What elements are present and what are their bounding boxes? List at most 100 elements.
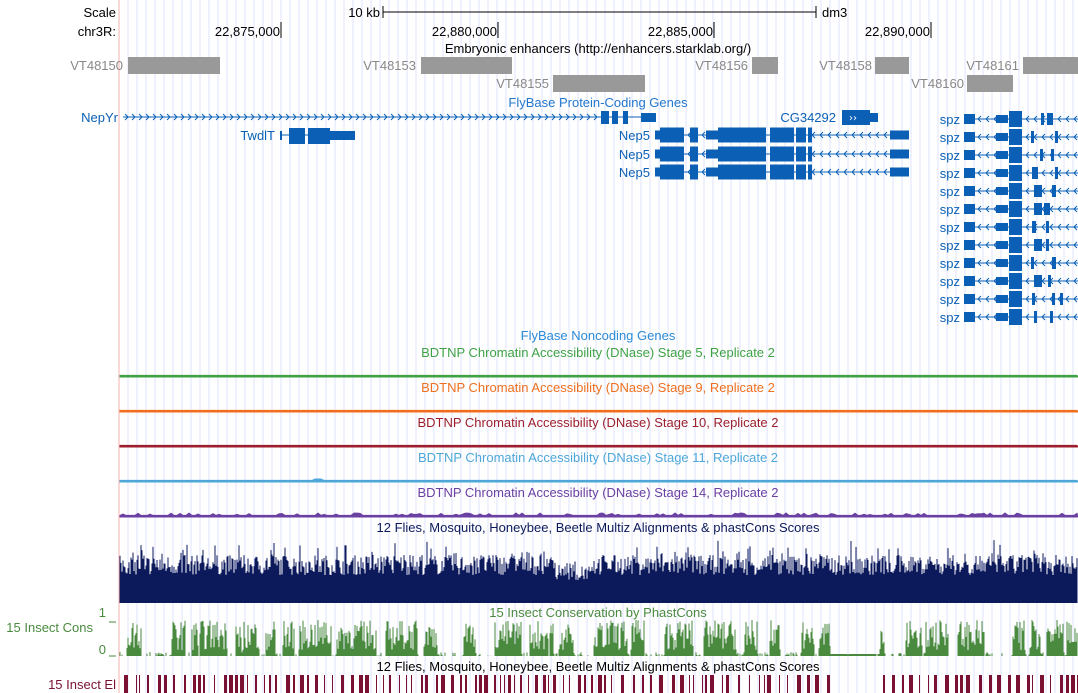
- gene-exon: [623, 111, 628, 124]
- gene-exon: [1055, 167, 1058, 179]
- enhancer-feature[interactable]: [875, 57, 909, 74]
- gene-spz[interactable]: spz: [940, 309, 1078, 325]
- phastcons-track[interactable]: 15 Insect Conservation by PhastCons 15 I…: [6, 605, 1078, 657]
- enhancer-item[interactable]: VT48158: [819, 57, 909, 74]
- protein-coding-genes-track[interactable]: FlyBase Protein-Coding Genes NepYr TwdlT…: [81, 95, 1078, 325]
- gene-spz[interactable]: spz: [940, 183, 1078, 199]
- strand-arrows: [124, 113, 598, 121]
- gene-label: spz: [940, 130, 960, 145]
- position-ticks: 22,875,000 22,880,000 22,885,000 22,890,…: [215, 22, 932, 39]
- gene-utr: [996, 187, 1008, 195]
- gene-exon: [1051, 149, 1054, 161]
- gene-twdlt[interactable]: TwdlT: [240, 128, 355, 144]
- gene-spz[interactable]: spz: [940, 219, 1078, 235]
- gene-spz[interactable]: spz: [940, 111, 1078, 127]
- enhancer-feature[interactable]: [1023, 57, 1078, 74]
- position-label: 22,890,000: [865, 24, 930, 39]
- phastcons-side-label[interactable]: 15 Insect Cons: [6, 620, 93, 635]
- enhancers-track[interactable]: Embryonic enhancers (http://enhancers.st…: [70, 41, 1078, 92]
- gene-exon: [808, 127, 812, 143]
- enhancer-item[interactable]: VT48161: [966, 57, 1078, 74]
- gene-exon: [718, 146, 766, 162]
- enhancer-feature[interactable]: [128, 57, 220, 74]
- gene-exon: [690, 164, 698, 180]
- gene-utr: [996, 259, 1008, 267]
- gene-label: NepYr: [81, 110, 119, 125]
- gene-spz-group[interactable]: spz spz spz spz spz spz spz spz spz spz …: [940, 111, 1078, 325]
- multiz-track-title: 12 Flies, Mosquito, Honeybee, Beetle Mul…: [377, 520, 820, 535]
- gene-label: spz: [940, 148, 960, 163]
- gene-utr: [655, 149, 660, 159]
- dnase-signal: [119, 409, 1078, 413]
- enhancer-item[interactable]: VT48153: [363, 57, 512, 74]
- gene-nep5[interactable]: Nep5: [619, 127, 909, 144]
- gene-exon: [308, 128, 330, 144]
- enhancer-feature[interactable]: [421, 57, 512, 74]
- enhancer-item[interactable]: VT48156: [695, 57, 778, 74]
- gene-utr: [706, 167, 718, 177]
- gene-cg34292[interactable]: CG34292 ››: [780, 110, 878, 125]
- gene-nep5[interactable]: Nep5: [619, 164, 909, 181]
- conserved-elements-track[interactable]: 12 Flies, Mosquito, Honeybee, Beetle Mul…: [48, 659, 1078, 693]
- gene-spz[interactable]: spz: [940, 147, 1078, 163]
- gene-exon: [796, 127, 806, 143]
- multiz-track[interactable]: 12 Flies, Mosquito, Honeybee, Beetle Mul…: [119, 520, 1078, 603]
- gene-nepyr[interactable]: NepYr: [81, 110, 656, 125]
- dnase-stage10-track[interactable]: BDTNP Chromatin Accessibility (DNase) St…: [119, 415, 1078, 448]
- noncoding-track-title: FlyBase Noncoding Genes: [521, 328, 676, 343]
- gene-exon: [842, 110, 870, 125]
- gene-spz[interactable]: spz: [940, 129, 1078, 145]
- gene-exon: [964, 186, 975, 196]
- gene-exon: [1031, 131, 1034, 143]
- gene-utr: [996, 223, 1008, 231]
- gene-exon: [1032, 167, 1038, 179]
- gene-spz[interactable]: spz: [940, 291, 1078, 307]
- dnase-stage9-track[interactable]: BDTNP Chromatin Accessibility (DNase) St…: [119, 380, 1078, 413]
- enhancer-feature[interactable]: [553, 75, 645, 92]
- dnase-stage11-track[interactable]: BDTNP Chromatin Accessibility (DNase) St…: [119, 450, 1078, 483]
- gene-label: spz: [940, 292, 960, 307]
- enhancer-feature[interactable]: [752, 57, 778, 74]
- gene-exon: [601, 111, 609, 124]
- gene-utr: [890, 167, 909, 177]
- gene-utr: [706, 130, 718, 140]
- enhancer-item[interactable]: VT48150: [70, 57, 220, 74]
- gene-utr: [996, 313, 1008, 321]
- dnase-track-title: BDTNP Chromatin Accessibility (DNase) St…: [417, 415, 778, 430]
- gene-spz[interactable]: spz: [940, 255, 1078, 271]
- base-position-ruler[interactable]: Scale 10 kb dm3 chr3R: 22,875,000 22,880…: [78, 5, 932, 39]
- gene-label: spz: [940, 166, 960, 181]
- gene-exon: [770, 146, 794, 162]
- gene-exon: [1052, 185, 1056, 197]
- dnase-stage14-track[interactable]: BDTNP Chromatin Accessibility (DNase) St…: [119, 485, 1078, 518]
- gene-spz[interactable]: spz: [940, 237, 1078, 253]
- gene-utr: [996, 151, 1008, 159]
- gene-spz[interactable]: spz: [940, 273, 1078, 289]
- gene-utr: [890, 149, 909, 159]
- gene-exon: [964, 132, 975, 142]
- enhancer-item[interactable]: VT48160: [911, 75, 1013, 92]
- noncoding-genes-track[interactable]: FlyBase Noncoding Genes: [521, 328, 676, 343]
- scale-label: Scale: [83, 5, 116, 20]
- enhancer-label: VT48161: [966, 58, 1019, 73]
- gene-spz[interactable]: spz: [940, 201, 1078, 217]
- gene-exon: [1009, 129, 1022, 145]
- enhancer-item[interactable]: VT48155: [496, 75, 645, 92]
- gene-exon: [612, 111, 618, 124]
- dnase-stage5-track[interactable]: BDTNP Chromatin Accessibility (DNase) St…: [119, 345, 1078, 378]
- gene-exon: [1052, 257, 1056, 269]
- gene-exon: [1046, 221, 1049, 233]
- dnase-track-title: BDTNP Chromatin Accessibility (DNase) St…: [421, 345, 775, 360]
- elements-side-label[interactable]: 15 Insect El: [48, 677, 116, 692]
- enhancer-feature[interactable]: [967, 75, 1013, 92]
- gene-exon: [1031, 257, 1034, 269]
- gene-nep5[interactable]: Nep5: [619, 146, 909, 163]
- strand-arrow-marks: [124, 113, 598, 121]
- gene-exon: [1032, 221, 1036, 233]
- gene-exon: [1055, 131, 1058, 143]
- conserved-elements-bars: [124, 675, 1078, 693]
- gene-exon: [1060, 293, 1063, 305]
- gene-spz[interactable]: spz: [940, 165, 1078, 181]
- gene-label: Nep5: [619, 165, 650, 180]
